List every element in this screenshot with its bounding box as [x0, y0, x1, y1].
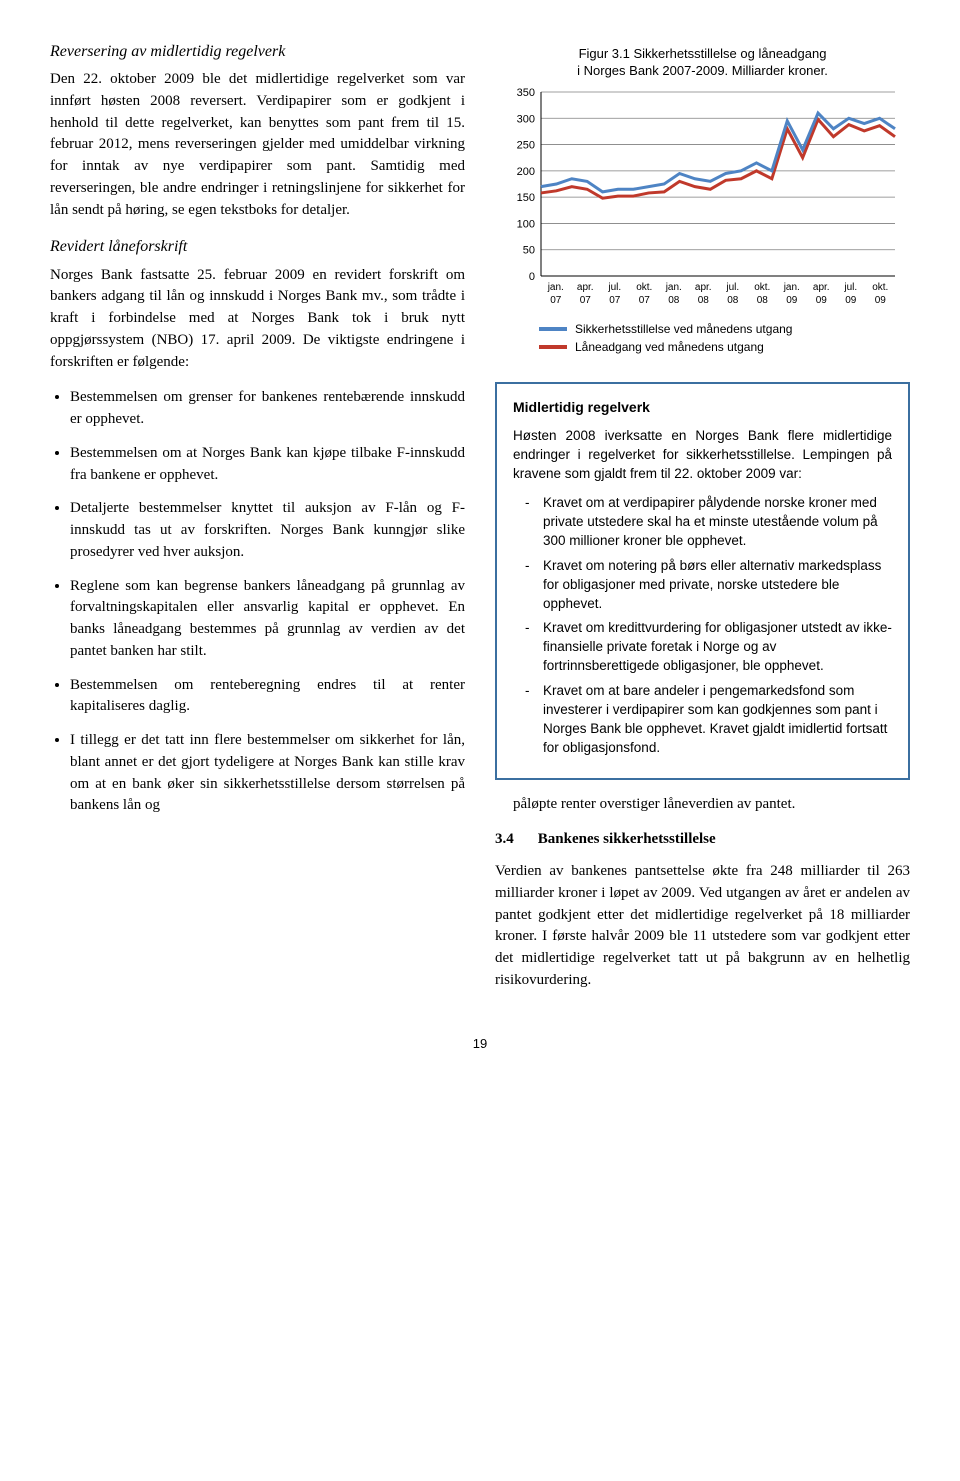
svg-text:apr.: apr. [576, 282, 593, 293]
svg-text:350: 350 [516, 87, 534, 99]
svg-text:08: 08 [668, 295, 680, 306]
svg-text:jan.: jan. [782, 282, 799, 293]
chart-title-line1: Figur 3.1 Sikkerhetsstillelse og låneadg… [579, 46, 827, 61]
svg-text:200: 200 [516, 166, 534, 178]
svg-text:08: 08 [697, 295, 709, 306]
svg-text:0: 0 [528, 271, 534, 283]
legend-label: Sikkerhetsstillelse ved månedens utgang [575, 322, 792, 336]
chart-legend: Sikkerhetsstillelse ved månedens utgang L… [499, 322, 906, 354]
svg-text:100: 100 [516, 218, 534, 230]
para-bankenes: Verdien av bankenes pantsettelse økte fr… [495, 861, 910, 992]
callout-item: Kravet om kredittvurdering for obligasjo… [531, 619, 892, 676]
svg-text:apr.: apr. [694, 282, 711, 293]
bullet-item: Bestemmelsen om at Norges Bank kan kjøpe… [70, 443, 465, 487]
svg-text:09: 09 [786, 295, 798, 306]
page-number: 19 [50, 1036, 910, 1051]
svg-text:07: 07 [638, 295, 650, 306]
svg-text:jul.: jul. [843, 282, 857, 293]
callout-heading: Midlertidig regelverk [513, 398, 892, 418]
svg-text:250: 250 [516, 139, 534, 151]
bullet-item: Bestemmelsen om renteberegning endres ti… [70, 675, 465, 719]
svg-text:okt.: okt. [636, 282, 652, 293]
callout-item: Kravet om at verdipapirer pålydende nors… [531, 494, 892, 551]
subsection-title: Bankenes sikkerhetsstillelse [538, 829, 716, 851]
svg-text:09: 09 [874, 295, 886, 306]
callout-para: Høsten 2008 iverksatte en Norges Bank fl… [513, 427, 892, 484]
section-heading-revidert: Revidert låneforskrift [50, 235, 465, 258]
svg-text:jul.: jul. [725, 282, 739, 293]
svg-text:09: 09 [845, 295, 857, 306]
chart-container: Figur 3.1 Sikkerhetsstillelse og låneadg… [495, 40, 910, 368]
svg-text:07: 07 [550, 295, 562, 306]
subsection-heading: 3.4 Bankenes sikkerhetsstillelse [495, 829, 910, 851]
svg-text:09: 09 [815, 295, 827, 306]
svg-text:300: 300 [516, 113, 534, 125]
callout-item: Kravet om at bare andeler i pengemarkeds… [531, 682, 892, 758]
svg-text:50: 50 [522, 244, 534, 256]
para-revidert: Norges Bank fastsatte 25. februar 2009 e… [50, 265, 465, 374]
legend-swatch [539, 327, 567, 331]
para-reversering: Den 22. oktober 2009 ble det midlertidig… [50, 69, 465, 221]
callout-list: Kravet om at verdipapirer pålydende nors… [513, 494, 892, 758]
legend-swatch [539, 345, 567, 349]
callout-box: Midlertidig regelverk Høsten 2008 iverks… [495, 382, 910, 780]
svg-text:jan.: jan. [664, 282, 681, 293]
svg-text:07: 07 [609, 295, 621, 306]
svg-text:07: 07 [579, 295, 591, 306]
svg-text:08: 08 [727, 295, 739, 306]
section-heading-reversering: Reversering av midlertidig regelverk [50, 40, 465, 63]
para-continuation: påløpte renter overstiger låneverdien av… [495, 794, 910, 816]
legend-label: Låneadgang ved månedens utgang [575, 340, 764, 354]
bullet-item: Detaljerte bestemmelser knyttet til auks… [70, 498, 465, 563]
svg-text:jul.: jul. [607, 282, 621, 293]
svg-text:150: 150 [516, 192, 534, 204]
line-chart: 0 50 100 150 200 250 300 350 jan. 07 apr. 07 jul. 07 o… [503, 86, 903, 316]
legend-row: Sikkerhetsstillelse ved månedens utgang [539, 322, 906, 336]
chart-title-line2: i Norges Bank 2007-2009. Milliarder kron… [577, 63, 828, 78]
legend-row: Låneadgang ved månedens utgang [539, 340, 906, 354]
chart-title: Figur 3.1 Sikkerhetsstillelse og låneadg… [499, 46, 906, 80]
svg-text:apr.: apr. [812, 282, 829, 293]
svg-text:jan.: jan. [546, 282, 563, 293]
bullet-item: I tillegg er det tatt inn flere bestemme… [70, 730, 465, 817]
bullet-item: Reglene som kan begrense bankers låneadg… [70, 576, 465, 663]
svg-text:08: 08 [756, 295, 768, 306]
subsection-number: 3.4 [495, 829, 514, 851]
callout-item: Kravet om notering på børs eller alterna… [531, 557, 892, 614]
bullet-item: Bestemmelsen om grenser for bankenes ren… [70, 387, 465, 431]
bullet-list: Bestemmelsen om grenser for bankenes ren… [50, 387, 465, 817]
svg-text:okt.: okt. [754, 282, 770, 293]
svg-text:okt.: okt. [872, 282, 888, 293]
